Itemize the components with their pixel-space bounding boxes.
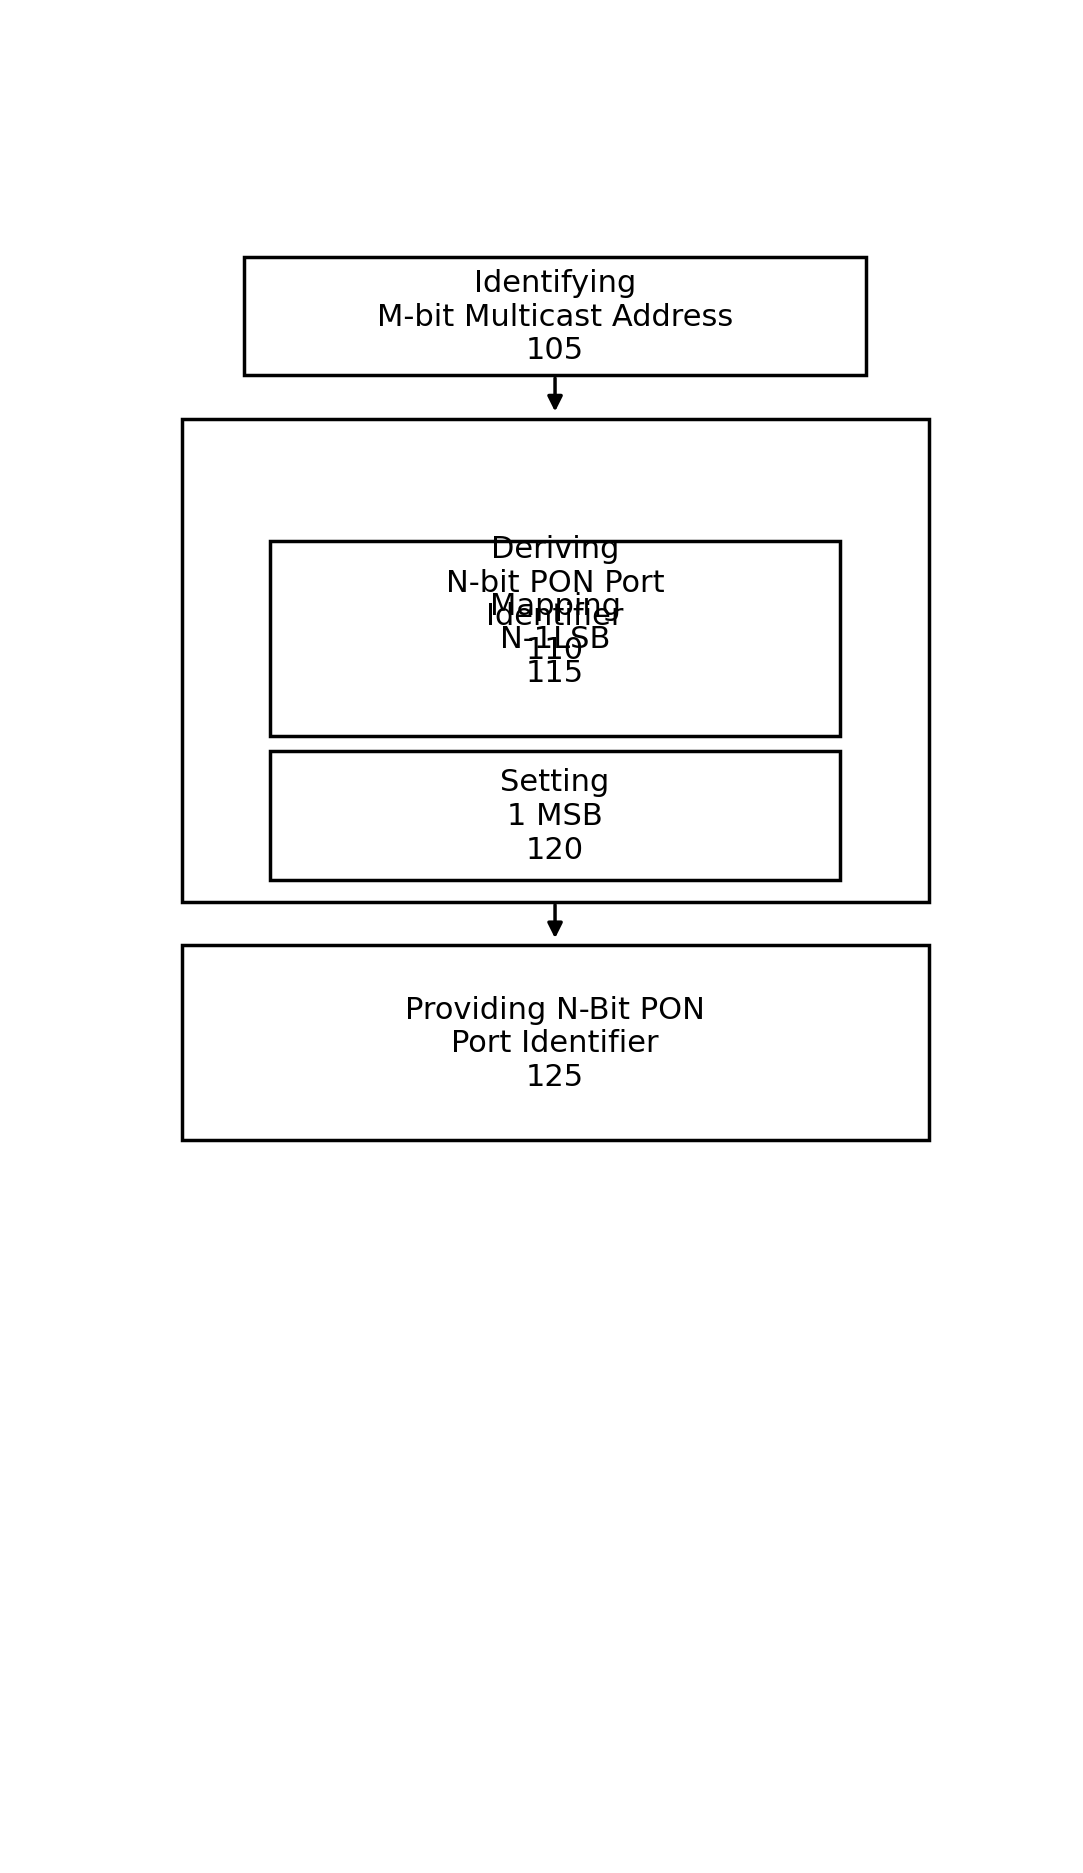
Text: Identifying
M-bit Multicast Address
105: Identifying M-bit Multicast Address 105 [377, 270, 733, 365]
Bar [182, 420, 928, 903]
Text: Mapping
N-1LSB
115: Mapping N-1LSB 115 [490, 592, 621, 687]
Bar [270, 541, 840, 736]
Text: Providing N-Bit PON
Port Identifier
125: Providing N-Bit PON Port Identifier 125 [405, 995, 705, 1092]
Text: Deriving
N-bit PON Port
Identifier
110: Deriving N-bit PON Port Identifier 110 [446, 536, 664, 665]
Bar [182, 946, 928, 1141]
Text: Setting
1 MSB
120: Setting 1 MSB 120 [500, 768, 610, 863]
Bar [270, 751, 840, 880]
Bar [245, 258, 865, 376]
